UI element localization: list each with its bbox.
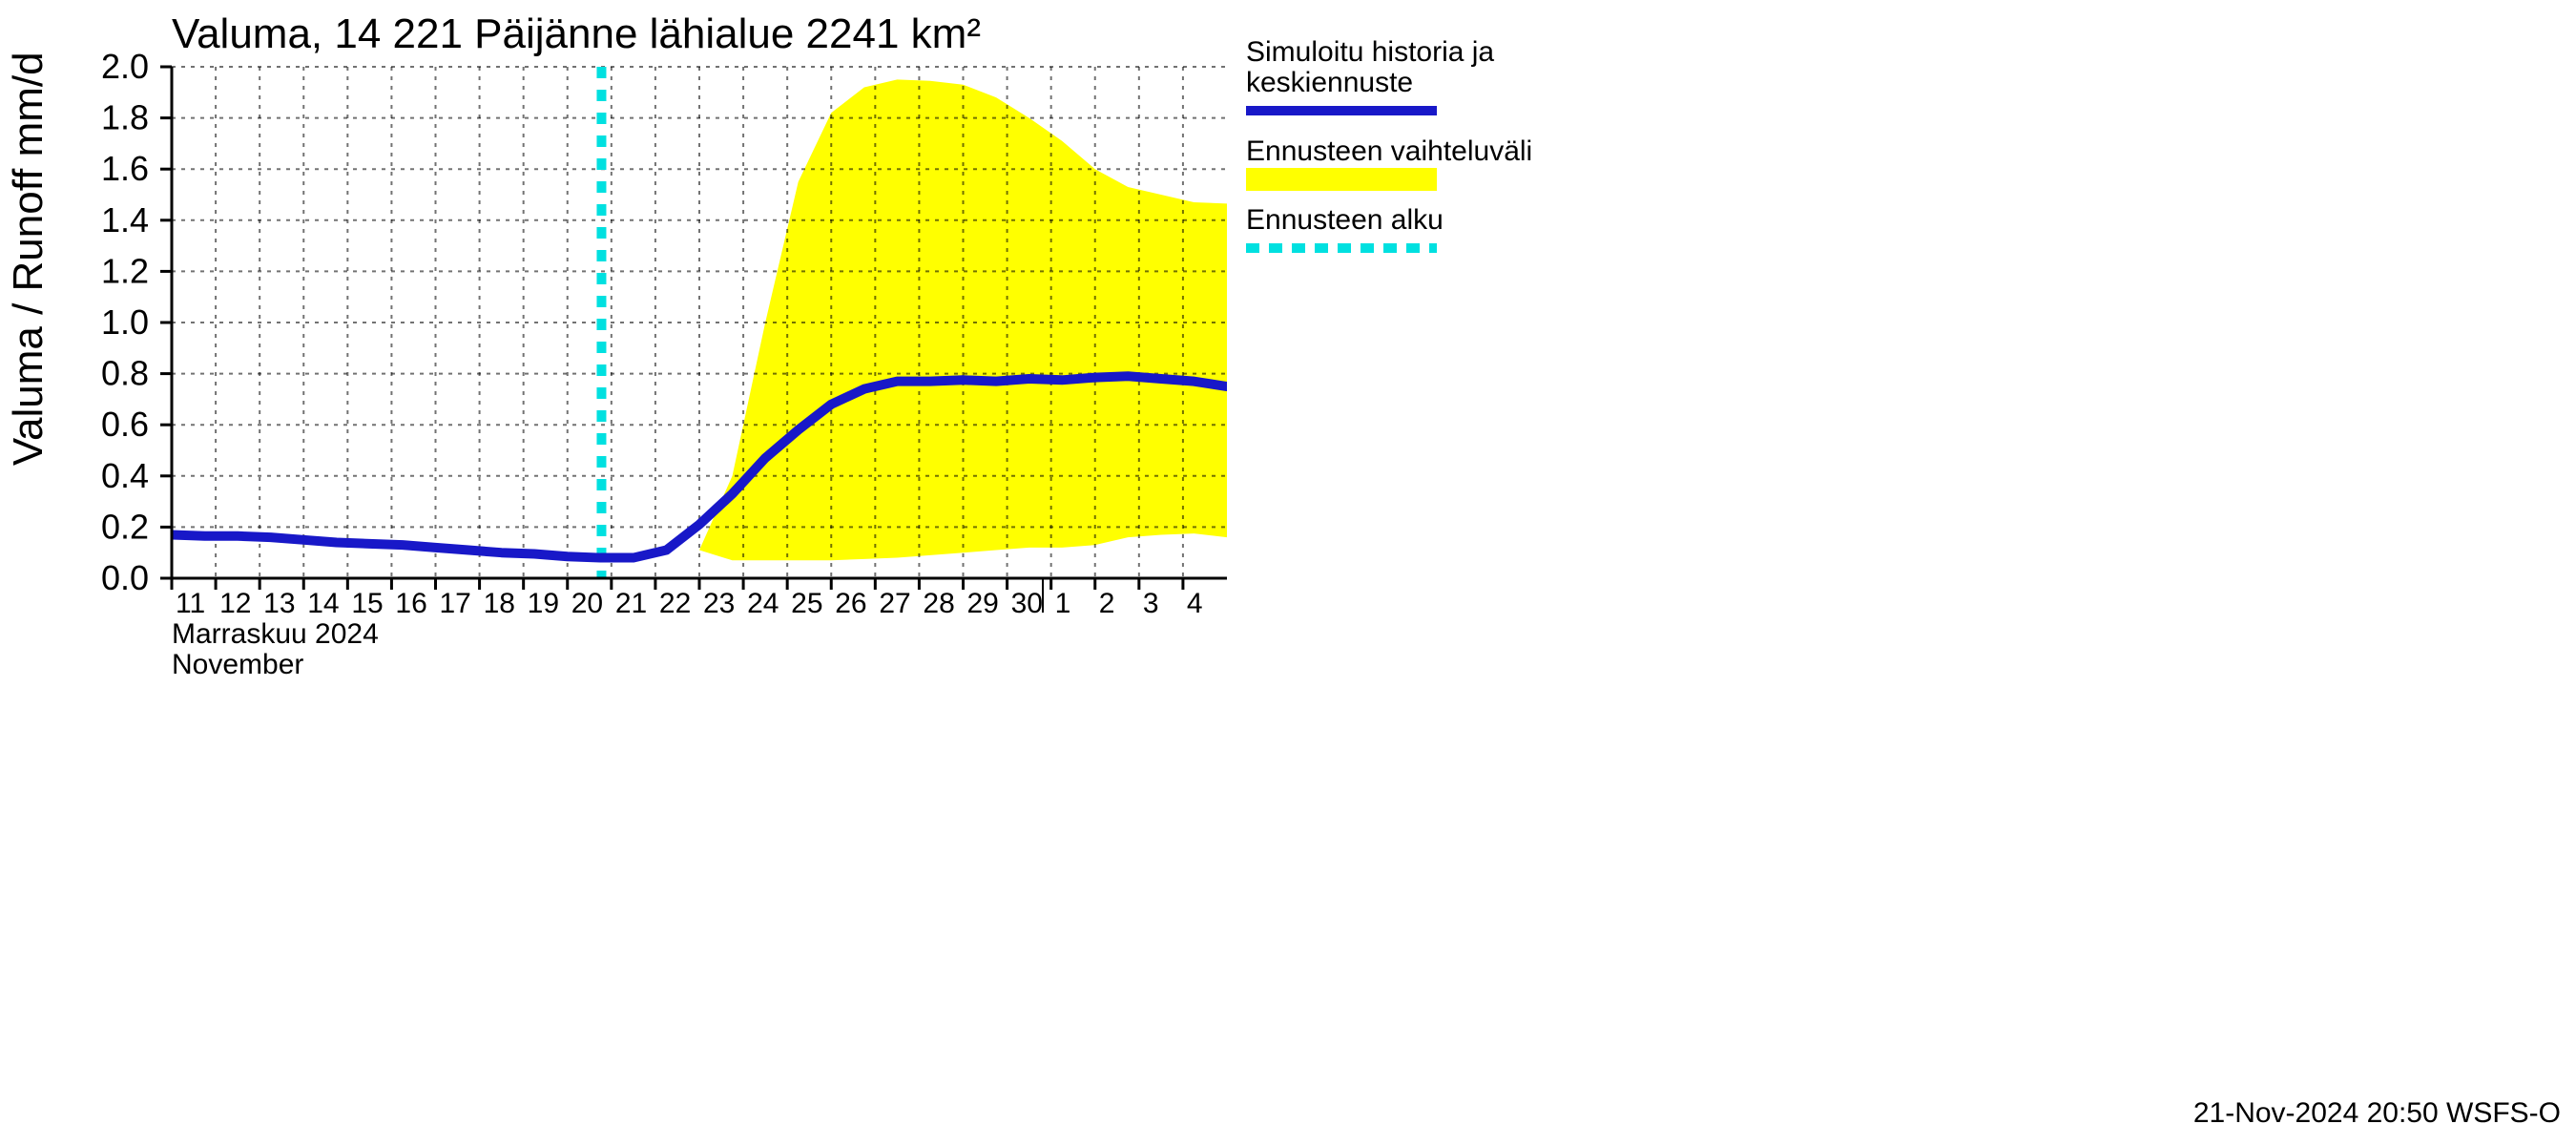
y-tick-label: 0.4 [101, 456, 149, 495]
y-tick-label: 0.6 [101, 405, 149, 444]
legend-label: Simuloitu historia ja [1246, 36, 1494, 68]
x-tick-label: 16 [395, 588, 426, 619]
x-tick-label: 30 [1011, 588, 1043, 619]
x-tick-label: 15 [351, 588, 383, 619]
legend-label: Ennusteen vaihteluväli [1246, 135, 1532, 167]
x-tick-label: 12 [219, 588, 251, 619]
x-month-line2: November [172, 649, 303, 680]
y-axis-label: Valuma / Runoff mm/d [5, 52, 52, 466]
x-tick-label: 21 [615, 588, 647, 619]
x-tick-label: 18 [484, 588, 515, 619]
x-tick-label: 20 [571, 588, 603, 619]
y-tick-label: 0.2 [101, 507, 149, 546]
x-tick-label: 25 [791, 588, 822, 619]
x-tick-label: 23 [703, 588, 735, 619]
chart-stage: 0.00.20.40.60.81.01.21.41.61.82.01112131… [0, 0, 2576, 1145]
legend-label: keskiennuste [1246, 67, 1413, 98]
x-tick-label: 28 [923, 588, 954, 619]
x-tick-label: 17 [440, 588, 471, 619]
x-tick-label: 2 [1099, 588, 1115, 619]
x-tick-label: 13 [263, 588, 295, 619]
x-tick-label: 14 [307, 588, 339, 619]
y-tick-label: 1.4 [101, 200, 149, 239]
y-tick-label: 0.8 [101, 354, 149, 393]
y-tick-label: 1.0 [101, 302, 149, 342]
x-tick-label: 19 [528, 588, 559, 619]
x-month-line1: Marraskuu 2024 [172, 618, 379, 650]
y-tick-label: 2.0 [101, 47, 149, 86]
x-tick-label: 24 [747, 588, 779, 619]
chart-svg: 0.00.20.40.60.81.01.21.41.61.82.01112131… [0, 0, 2576, 1145]
x-tick-label: 29 [967, 588, 999, 619]
y-tick-label: 1.2 [101, 251, 149, 290]
y-tick-label: 1.6 [101, 149, 149, 188]
x-tick-label: 4 [1187, 588, 1203, 619]
legend-label: Ennusteen alku [1246, 204, 1444, 236]
y-tick-label: 0.0 [101, 558, 149, 597]
x-tick-label: 11 [176, 588, 205, 619]
x-tick-label: 3 [1143, 588, 1159, 619]
x-tick-label: 1 [1055, 588, 1071, 619]
chart-title: Valuma, 14 221 Päijänne lähialue 2241 km… [172, 10, 981, 57]
y-tick-label: 1.8 [101, 98, 149, 137]
x-tick-label: 27 [879, 588, 910, 619]
legend-swatch-block [1246, 168, 1437, 191]
x-tick-label: 22 [659, 588, 691, 619]
footer-timestamp: 21-Nov-2024 20:50 WSFS-O [2193, 1097, 2561, 1129]
x-tick-label: 26 [835, 588, 866, 619]
